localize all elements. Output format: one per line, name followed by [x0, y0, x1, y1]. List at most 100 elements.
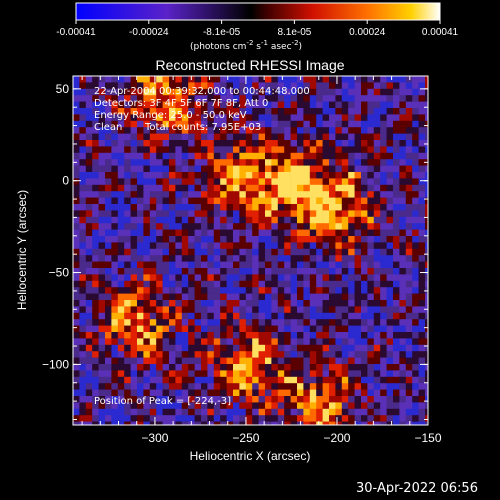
heatmap-cell: [130, 357, 138, 365]
heatmap-cell: [373, 268, 381, 275]
heatmap-cell: [418, 319, 426, 326]
heatmap-cell: [130, 236, 138, 243]
heatmap-cell: [335, 120, 343, 128]
heatmap-cell: [85, 236, 93, 243]
heatmap-cell: [265, 152, 272, 160]
heatmap-cell: [213, 197, 221, 205]
heatmap-cell: [220, 351, 227, 358]
heatmap-cell: [239, 172, 247, 179]
heatmap-cell: [181, 184, 189, 192]
heatmap-cell: [181, 165, 189, 173]
heatmap-cell: [149, 248, 157, 256]
heatmap-cell: [297, 255, 304, 262]
heatmap-cell: [156, 152, 163, 160]
heatmap-cell: [367, 197, 375, 205]
heatmap-cell: [111, 370, 119, 378]
heatmap-cell: [194, 242, 202, 250]
heatmap-cell: [149, 408, 157, 416]
heatmap-cell: [361, 197, 368, 205]
heatmap-cell: [156, 216, 163, 224]
heatmap-cell: [335, 364, 343, 371]
heatmap-cell: [162, 165, 170, 173]
heatmap-cell: [130, 255, 138, 262]
heatmap-cell: [245, 88, 253, 96]
heatmap-cell: [226, 408, 234, 416]
heatmap-cell: [226, 357, 234, 365]
heatmap-cell: [405, 178, 413, 186]
heatmap-cell: [149, 76, 157, 83]
heatmap-cell: [79, 351, 87, 358]
heatmap-cell: [233, 364, 240, 371]
heatmap-cell: [79, 376, 87, 384]
heatmap-cell: [412, 101, 419, 109]
heatmap-cell: [367, 120, 375, 128]
heatmap-cell: [201, 172, 208, 179]
heatmap-cell: [162, 319, 170, 326]
heatmap-cell: [201, 325, 208, 333]
heatmap-cell: [341, 146, 349, 154]
heatmap-cell: [117, 165, 125, 173]
heatmap-cell: [361, 261, 368, 269]
heatmap-cell: [124, 76, 131, 83]
heatmap-cell: [233, 76, 240, 83]
heatmap-cell: [111, 280, 119, 288]
heatmap-cell: [361, 421, 368, 425]
heatmap-cell: [329, 114, 336, 122]
heatmap-cell: [245, 287, 253, 294]
heatmap-cell: [386, 389, 394, 397]
heatmap-cell: [169, 159, 176, 166]
heatmap-cell: [425, 184, 428, 192]
heatmap-cell: [105, 280, 112, 288]
heatmap-cell: [425, 280, 428, 288]
heatmap-cell: [290, 197, 298, 205]
heatmap-cell: [85, 274, 93, 282]
heatmap-cell: [297, 261, 304, 269]
heatmap-cell: [265, 325, 272, 333]
heatmap-cell: [361, 191, 368, 198]
heatmap-cell: [181, 114, 189, 122]
heatmap-cell: [265, 396, 272, 403]
heatmap-cell: [361, 312, 368, 320]
heatmap-cell: [373, 101, 381, 109]
heatmap-cell: [149, 191, 157, 198]
heatmap-cell: [181, 101, 189, 109]
heatmap-cell: [316, 133, 323, 141]
heatmap-cell: [265, 127, 272, 134]
heatmap-cell: [309, 332, 317, 339]
heatmap-cell: [181, 300, 189, 307]
heatmap-cell: [399, 76, 407, 83]
heatmap-cell: [290, 300, 298, 307]
heatmap-cell: [92, 344, 99, 352]
heatmap-cell: [105, 364, 112, 371]
heatmap-cell: [386, 146, 394, 154]
heatmap-cell: [277, 108, 285, 115]
heatmap-cell: [341, 127, 349, 134]
heatmap-cell: [322, 88, 330, 96]
heatmap-cell: [373, 229, 381, 237]
heatmap-cell: [303, 255, 311, 262]
heatmap-cell: [405, 95, 413, 102]
heatmap-cell: [380, 82, 387, 90]
heatmap-cell: [117, 152, 125, 160]
heatmap-cell: [258, 364, 266, 371]
heatmap-cell: [297, 229, 304, 237]
heatmap-cell: [245, 159, 253, 166]
heatmap-cell: [303, 364, 311, 371]
heatmap-cell: [162, 223, 170, 230]
heatmap-cell: [386, 108, 394, 115]
heatmap-cell: [322, 293, 330, 301]
heatmap-cell: [425, 172, 428, 179]
heatmap-cell: [290, 204, 298, 211]
heatmap-cell: [354, 236, 362, 243]
heatmap-cell: [188, 184, 195, 192]
heatmap-cell: [405, 120, 413, 128]
heatmap-cell: [361, 120, 368, 128]
heatmap-cell: [316, 357, 323, 365]
heatmap-cell: [284, 389, 291, 397]
heatmap-cell: [386, 210, 394, 218]
heatmap-cell: [284, 402, 291, 410]
heatmap-cell: [335, 376, 343, 384]
heatmap-cell: [329, 287, 336, 294]
heatmap-cell: [105, 306, 112, 314]
heatmap-cell: [380, 140, 387, 147]
